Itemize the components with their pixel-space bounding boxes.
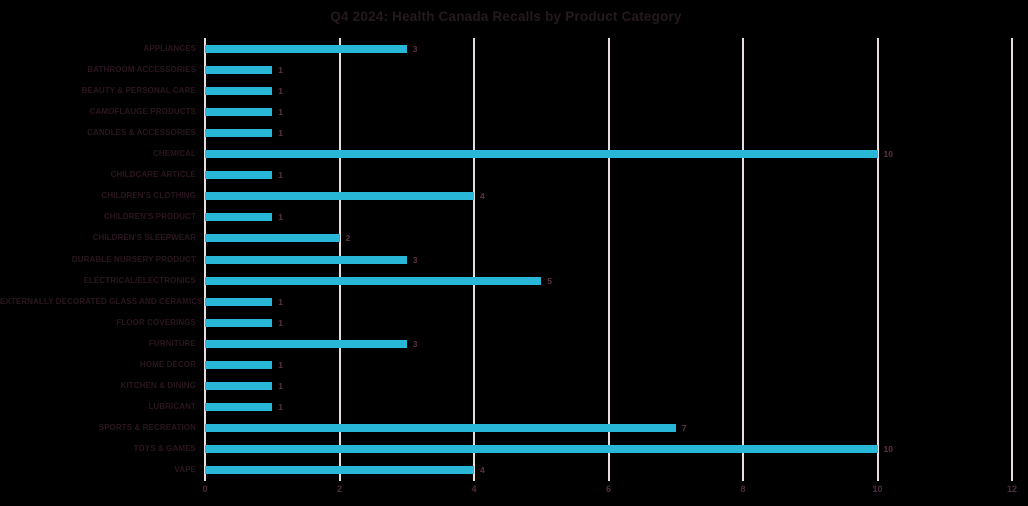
bar-value-label: 1 (278, 64, 283, 75)
bar-value-label: 5 (547, 275, 552, 286)
chart-title: Q4 2024: Health Canada Recalls by Produc… (330, 9, 682, 24)
category-label: APPLIANCES (143, 43, 196, 53)
gridline (473, 38, 475, 481)
bar-value-label: 7 (681, 423, 687, 434)
category-label: CAMOFLAUGE PRODUCTS (89, 106, 196, 116)
bar (205, 44, 407, 53)
bar (205, 466, 474, 475)
bar-value-label: 4 (480, 465, 485, 476)
category-label: CANDLES & ACCESSORIES (87, 127, 196, 137)
category-label: BEAUTY & PERSONAL CARE (81, 85, 196, 95)
bar (205, 424, 676, 433)
bar-value-label: 10 (883, 444, 893, 455)
category-label: LUBRICANT (148, 402, 196, 412)
category-label: FURNITURE (148, 338, 196, 348)
bar (205, 360, 273, 369)
bar (205, 107, 273, 116)
bar (205, 234, 340, 243)
category-label: CHILDREN'S SLEEPWEAR (92, 233, 196, 243)
x-tick-label: 4 (471, 484, 477, 494)
gridline (1011, 38, 1013, 481)
bar-value-label: 1 (278, 381, 283, 392)
bar (205, 403, 273, 412)
category-label: BATHROOM ACCESSORIES (87, 64, 196, 74)
category-label: ELECTRICAL/ELECTRONICS (83, 275, 196, 285)
bar (205, 171, 273, 180)
bar (205, 65, 273, 74)
category-label: KITCHEN & DINING (120, 381, 196, 391)
bar-value-label: 3 (412, 254, 418, 265)
category-label: EXTERNALLY DECORATED GLASS AND CERAMICS (0, 296, 203, 306)
bar-value-label: 1 (278, 170, 283, 181)
category-label: SPORTS & RECREATION (98, 423, 196, 433)
bar (205, 192, 474, 201)
value-axis: 0 2 4 6 8 10 12 (0, 484, 1028, 498)
x-tick-label: 12 (1006, 484, 1018, 494)
category-label: DURABLE NURSERY PRODUCT (71, 254, 196, 264)
gridline (742, 38, 744, 481)
x-tick-label: 6 (605, 484, 612, 494)
x-tick-label: 10 (872, 484, 883, 494)
bar (205, 318, 273, 327)
bar-value-label: 1 (278, 212, 283, 223)
category-label: CHILDCARE ARTICLE (110, 170, 196, 180)
bar-value-label: 1 (278, 106, 283, 117)
category-label: FLOOR COVERINGS (116, 317, 196, 327)
category-label: HOME DÉCOR (139, 359, 196, 369)
bar (205, 150, 878, 159)
bar-value-label: 1 (278, 402, 283, 413)
bar-value-label: 1 (278, 85, 283, 96)
category-label: CHEMICAL (152, 149, 196, 159)
category-label: CHILDREN'S PRODUCT (103, 212, 196, 222)
bar-value-label: 1 (278, 296, 283, 307)
x-tick-label: 8 (740, 484, 746, 494)
category-label: CHILDREN'S CLOTHING (101, 191, 196, 201)
gridline (876, 38, 879, 481)
bar-value-label: 1 (278, 127, 283, 138)
category-label: TOYS & GAMES (133, 444, 196, 454)
bar-value-label: 2 (345, 233, 351, 244)
x-tick-label: 2 (336, 484, 343, 494)
bar-value-label: 3 (412, 338, 418, 349)
bar (205, 276, 542, 285)
bar-value-label: 1 (278, 359, 283, 370)
bar (205, 339, 407, 348)
category-axis: APPLIANCES BATHROOM ACCESSORIES BEAUTY & P… (0, 38, 203, 481)
x-tick-label: 0 (202, 484, 208, 494)
bar (205, 445, 878, 454)
gridline (607, 38, 610, 481)
bar-value-label: 10 (883, 149, 893, 160)
plot-area: 3 1 1 1 1 10 1 4 1 2 3 5 1 1 3 1 1 1 7 10 4 (204, 38, 1013, 481)
bar (205, 128, 273, 137)
bar (205, 86, 273, 95)
bar-value-label: 1 (278, 317, 283, 328)
bar-value-label: 3 (412, 43, 418, 54)
category-label: VAPE (174, 465, 196, 475)
bar (205, 297, 273, 306)
bar (205, 382, 273, 391)
bar (205, 255, 407, 264)
bar-value-label: 4 (480, 191, 485, 202)
bar (205, 213, 273, 222)
